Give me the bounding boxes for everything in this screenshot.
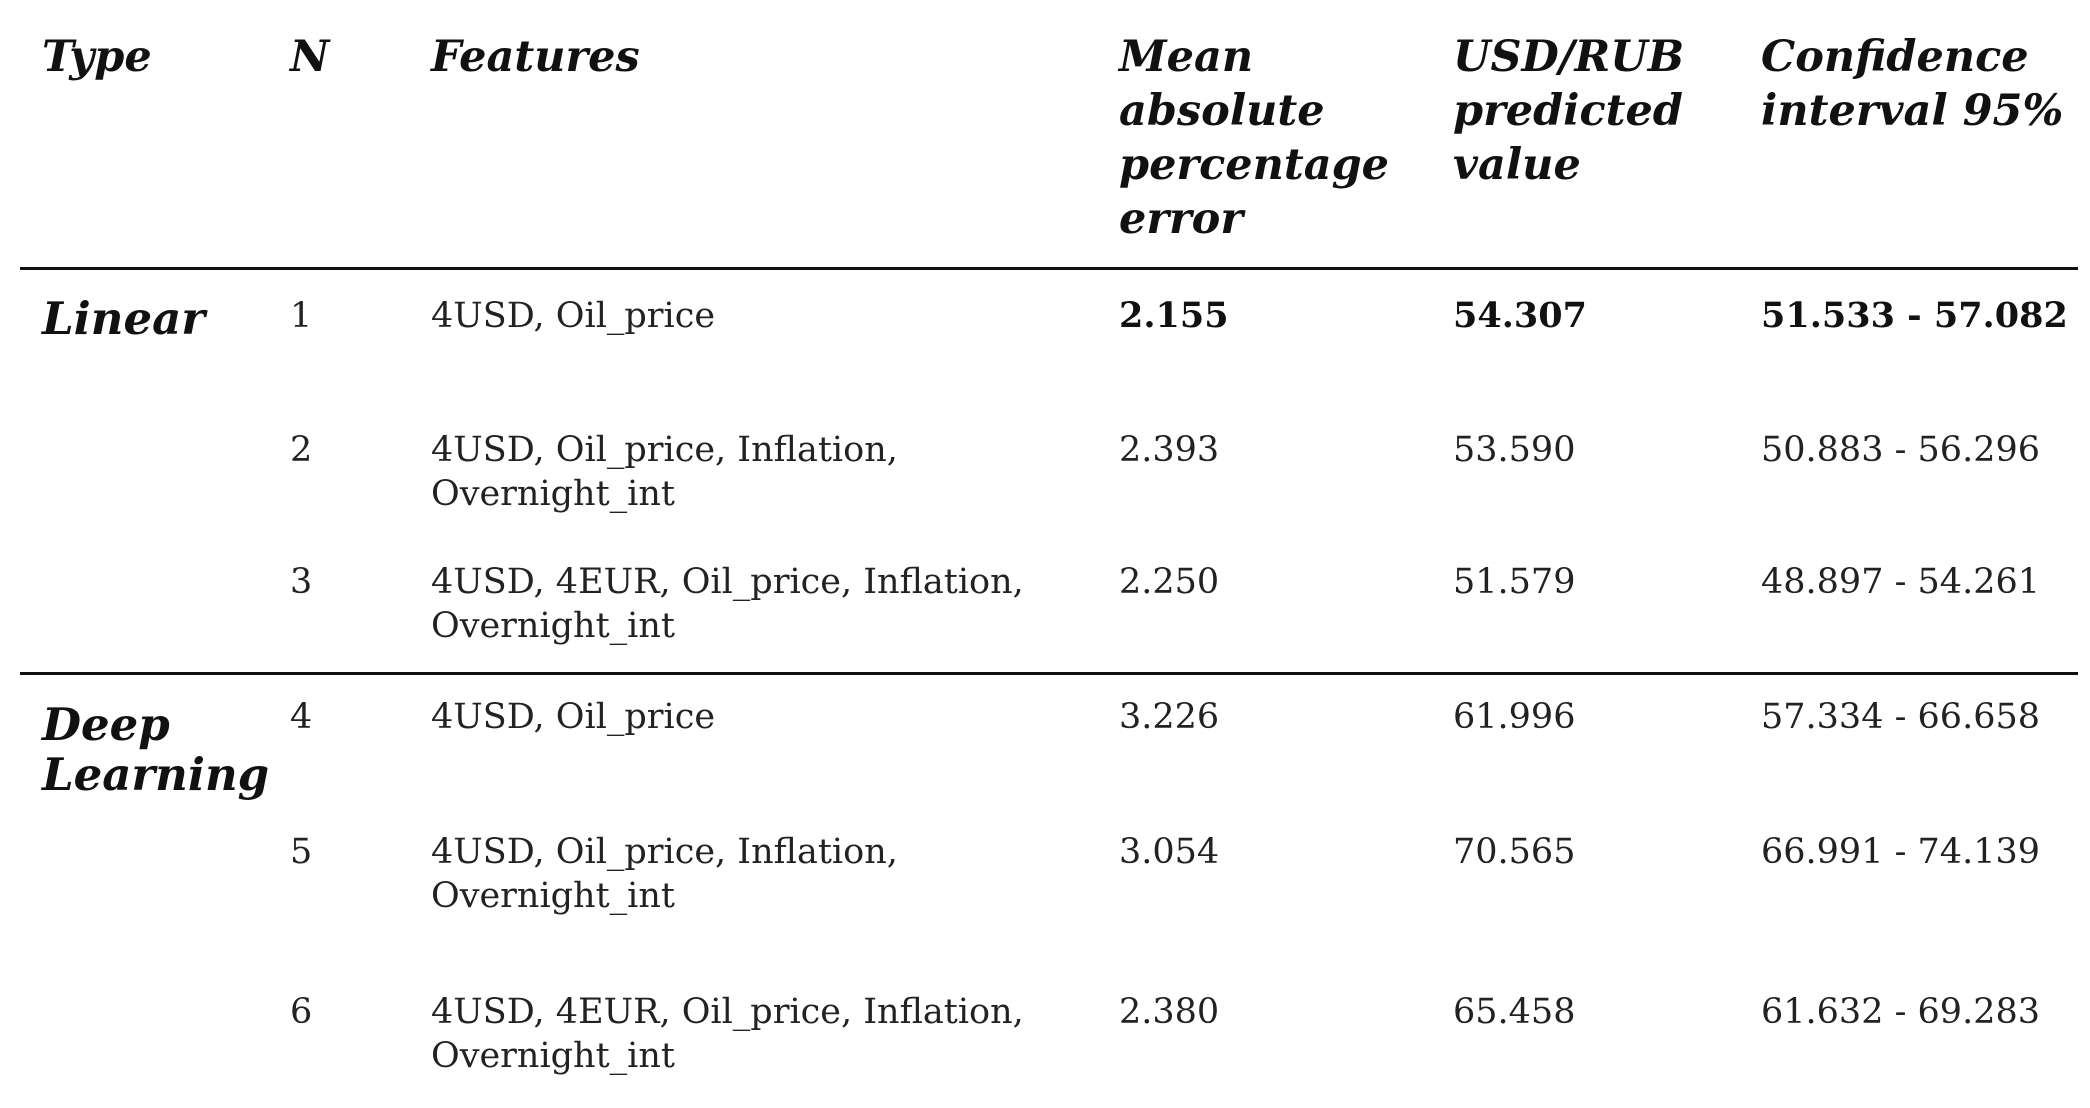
header-ci: Confidence interval 95% bbox=[1761, 30, 2063, 138]
cell-n: 3 bbox=[290, 562, 313, 602]
features-line: 4USD, 4EUR, Oil_price, Inflation, bbox=[431, 992, 1024, 1032]
group-label-line: Learning bbox=[42, 748, 270, 801]
group-label-deep-learning: Deep Learning bbox=[42, 700, 269, 800]
header-rule bbox=[20, 267, 2078, 270]
cell-features: 4USD, Oil_price, Inflation, Overnight_in… bbox=[431, 830, 898, 918]
cell-n: 2 bbox=[290, 430, 313, 470]
cell-mape: 2.393 bbox=[1119, 430, 1220, 470]
cell-mape: 2.250 bbox=[1119, 562, 1220, 602]
header-predicted-line: USD/RUB bbox=[1453, 32, 1685, 82]
features-line: 4USD, Oil_price, Inflation, bbox=[431, 832, 898, 872]
cell-ci: 66.991 - 74.139 bbox=[1761, 832, 2041, 872]
header-type: Type bbox=[42, 32, 152, 82]
cell-predicted: 65.458 bbox=[1453, 992, 1576, 1032]
header-n: N bbox=[290, 32, 330, 82]
cell-mape: 2.155 bbox=[1119, 295, 1229, 336]
header-mape-line: percentage bbox=[1119, 140, 1390, 190]
cell-features: 4USD, Oil_price, Inflation, Overnight_in… bbox=[431, 428, 898, 516]
cell-features: 4USD, 4EUR, Oil_price, Inflation, Overni… bbox=[431, 560, 1024, 648]
cell-ci: 57.334 - 66.658 bbox=[1761, 697, 2041, 737]
group-rule bbox=[20, 672, 2078, 675]
group-label-line: Deep bbox=[42, 698, 170, 751]
cell-mape: 2.380 bbox=[1119, 992, 1220, 1032]
cell-features: 4USD, Oil_price bbox=[431, 695, 715, 739]
features-line: 4USD, Oil_price bbox=[431, 296, 716, 336]
cell-n: 4 bbox=[290, 697, 313, 737]
cell-predicted: 53.590 bbox=[1453, 430, 1576, 470]
group-label-line: Linear bbox=[42, 292, 205, 345]
header-mape-line: absolute bbox=[1119, 86, 1325, 136]
cell-predicted: 61.996 bbox=[1453, 697, 1576, 737]
header-features: Features bbox=[431, 32, 640, 82]
cell-features: 4USD, Oil_price bbox=[431, 294, 715, 338]
features-line: 4USD, 4EUR, Oil_price, Inflation, bbox=[431, 562, 1024, 602]
cell-n: 6 bbox=[290, 992, 313, 1032]
cell-ci: 61.632 - 69.283 bbox=[1761, 992, 2041, 1032]
cell-predicted: 54.307 bbox=[1453, 295, 1587, 336]
features-line: 4USD, Oil_price, Inflation, bbox=[431, 430, 898, 470]
cell-predicted: 70.565 bbox=[1453, 832, 1576, 872]
cell-ci: 48.897 - 54.261 bbox=[1761, 562, 2041, 602]
cell-n: 5 bbox=[290, 832, 313, 872]
cell-n: 1 bbox=[290, 296, 313, 336]
cell-mape: 3.054 bbox=[1119, 832, 1220, 872]
header-ci-line: interval 95% bbox=[1761, 86, 2064, 136]
header-mape-line: Mean bbox=[1119, 32, 1254, 82]
features-line: Overnight_int bbox=[431, 876, 675, 916]
header-mape: Mean absolute percentage error bbox=[1119, 30, 1389, 246]
cell-predicted: 51.579 bbox=[1453, 562, 1576, 602]
cell-mape: 3.226 bbox=[1119, 697, 1220, 737]
features-line: Overnight_int bbox=[431, 1036, 675, 1076]
cell-features: 4USD, 4EUR, Oil_price, Inflation, Overni… bbox=[431, 990, 1024, 1078]
header-ci-line: Confidence bbox=[1761, 32, 2029, 82]
features-line: Overnight_int bbox=[431, 474, 675, 514]
features-line: Overnight_int bbox=[431, 606, 675, 646]
header-predicted-line: value bbox=[1453, 140, 1581, 190]
cell-ci: 51.533 - 57.082 bbox=[1761, 295, 2068, 336]
header-mape-line: error bbox=[1119, 194, 1244, 244]
header-predicted-line: predicted bbox=[1453, 86, 1683, 136]
group-label-linear: Linear bbox=[42, 294, 205, 344]
features-line: 4USD, Oil_price bbox=[431, 697, 716, 737]
cell-ci: 50.883 - 56.296 bbox=[1761, 430, 2041, 470]
header-predicted: USD/RUB predicted value bbox=[1453, 30, 1684, 192]
